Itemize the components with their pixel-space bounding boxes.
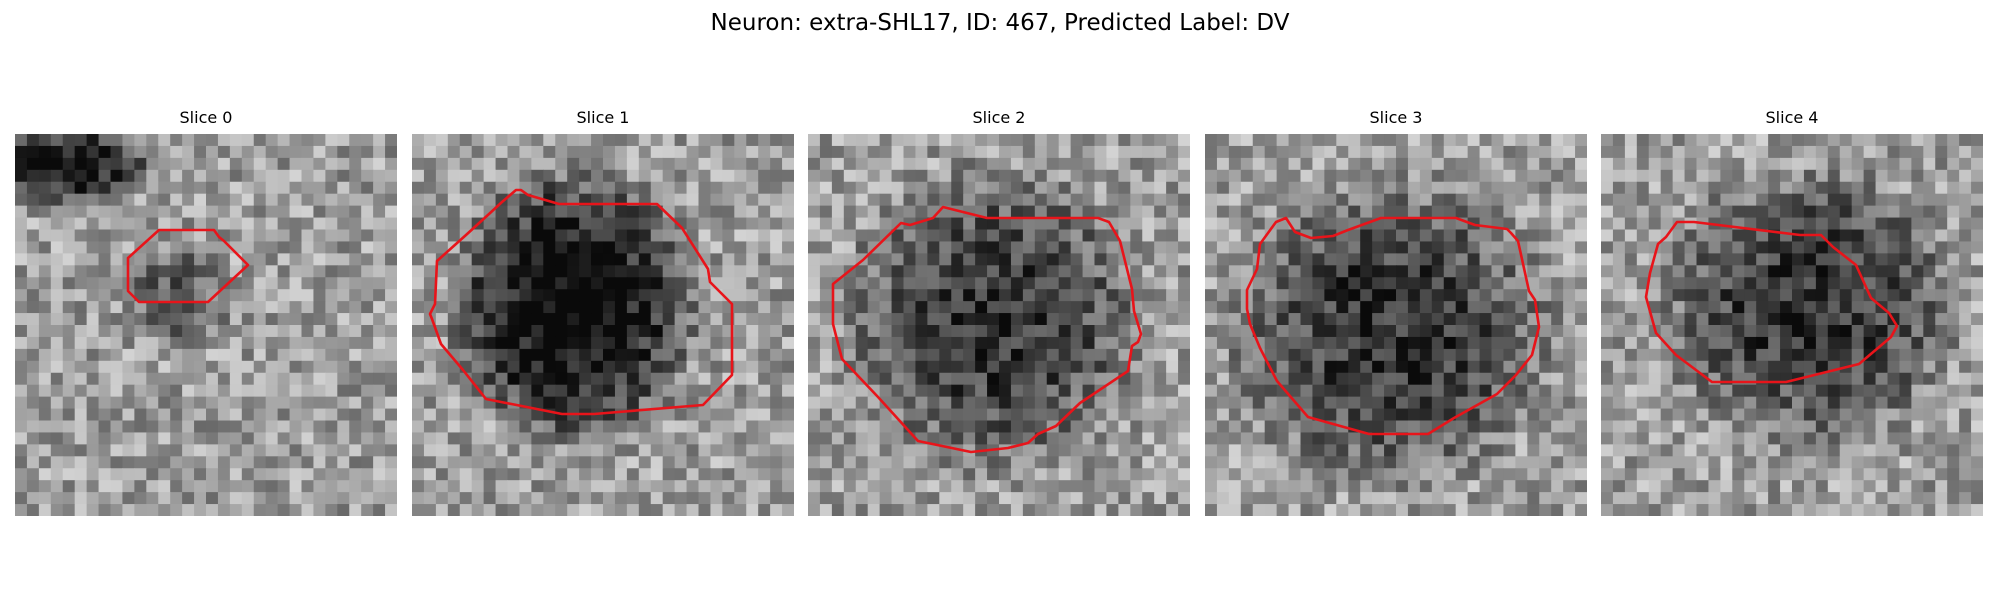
slice-title-2: Slice 2 <box>972 108 1026 127</box>
slice-pixels-1 <box>412 134 794 516</box>
slice-title-0: Slice 0 <box>179 108 233 127</box>
slice-title-4: Slice 4 <box>1765 108 1819 127</box>
slice-panel-4: Slice 4 <box>1601 108 1983 516</box>
slice-image-1 <box>412 134 794 516</box>
slice-image-4 <box>1601 134 1983 516</box>
slice-outline-3 <box>1245 216 1541 436</box>
slice-panel-1: Slice 1 <box>412 108 794 516</box>
slice-outline-4 <box>1644 220 1899 384</box>
slice-pixels-3 <box>1205 134 1587 516</box>
slice-outline-2 <box>831 205 1143 454</box>
slice-pixels-2 <box>808 134 1190 516</box>
slice-image-3 <box>1205 134 1587 516</box>
figure-title: Neuron: extra-SHL17, ID: 467, Predicted … <box>710 10 1290 36</box>
slice-pixels-4 <box>1601 134 1983 516</box>
slice-panel-3: Slice 3 <box>1205 108 1587 516</box>
slice-outline-1 <box>428 188 734 416</box>
slice-image-0 <box>15 134 397 516</box>
slice-panel-0: Slice 0 <box>15 108 397 516</box>
slice-outline-0 <box>126 228 250 304</box>
slice-title-3: Slice 3 <box>1369 108 1423 127</box>
slice-image-2 <box>808 134 1190 516</box>
slice-panel-2: Slice 2 <box>808 108 1190 516</box>
slice-title-1: Slice 1 <box>576 108 630 127</box>
slice-pixels-0 <box>15 134 397 516</box>
